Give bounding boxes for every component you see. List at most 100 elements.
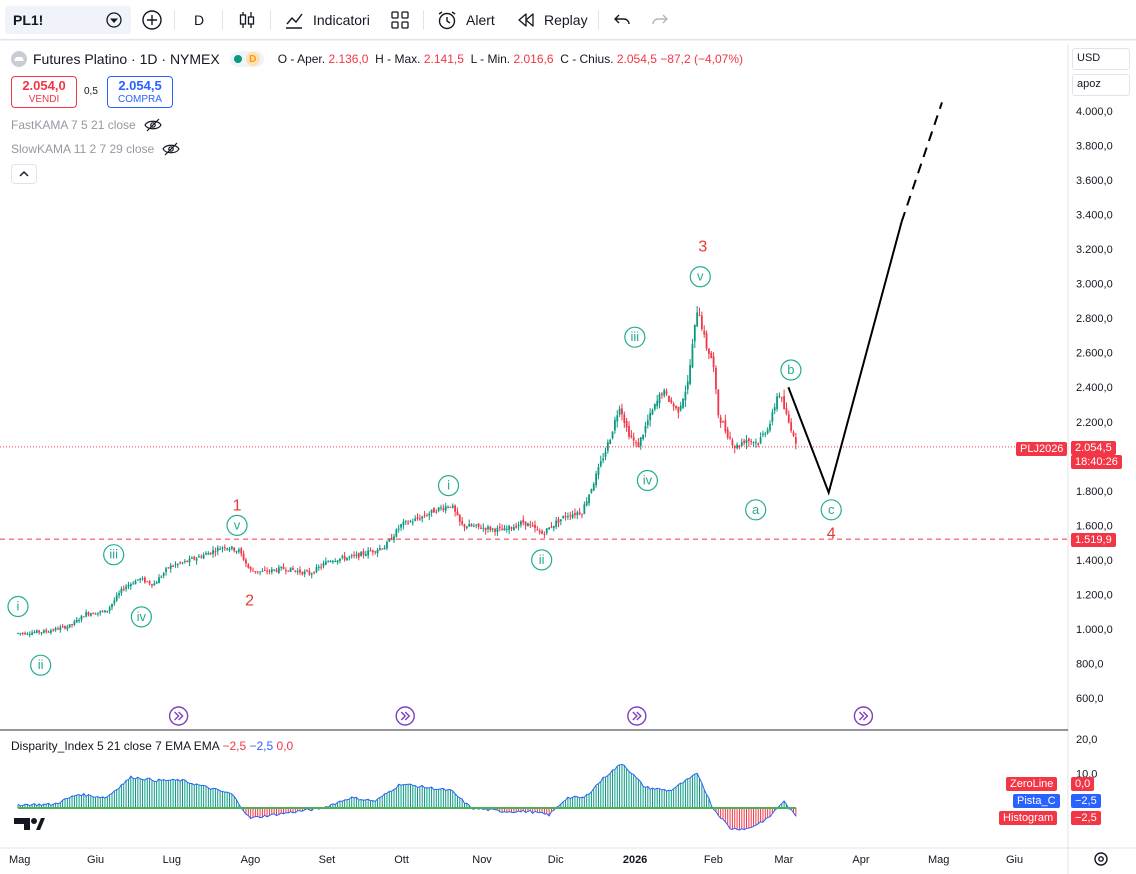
eye-crossed-icon[interactable] xyxy=(144,118,162,132)
replay-button[interactable]: Replay xyxy=(516,6,588,34)
buy-button[interactable]: 2.054,5 COMPRA xyxy=(107,76,173,108)
event-marker-icon[interactable] xyxy=(168,706,189,726)
candle-body xyxy=(595,473,597,486)
undo-button[interactable] xyxy=(612,6,632,34)
candle-body xyxy=(416,517,419,519)
candle-body xyxy=(235,551,238,553)
wave-label-3[interactable]: 3 xyxy=(698,239,707,256)
candle-body xyxy=(17,633,19,635)
indicator-slowkama[interactable]: SlowKAMA 11 2 7 29 close xyxy=(11,142,180,156)
compare-button[interactable] xyxy=(141,6,163,34)
x-tick-label: Ago xyxy=(241,854,261,866)
candle-body xyxy=(447,507,449,509)
y-tick-label: 600,0 xyxy=(1076,693,1104,705)
wave-label-iii[interactable]: iii xyxy=(624,326,646,348)
candle-body xyxy=(698,315,701,317)
wave-label-ii[interactable]: ii xyxy=(30,654,52,676)
currency-label: USD xyxy=(1077,52,1101,64)
redo-button[interactable] xyxy=(650,6,670,34)
wave-label-i[interactable]: i xyxy=(7,595,29,618)
candle-body xyxy=(726,429,729,438)
indicator-fastkama[interactable]: FastKAMA 7 5 21 close xyxy=(11,118,162,132)
indicators-button[interactable]: Indicatori xyxy=(283,6,370,34)
candle-body xyxy=(327,561,330,563)
candle-body xyxy=(221,547,224,549)
candle-body xyxy=(696,312,699,327)
wave-label-iii[interactable]: iii xyxy=(103,544,125,566)
symbol-search-button[interactable]: PL1! xyxy=(5,6,131,34)
oscillator-legend[interactable]: Disparity_Index 5 21 close 7 EMA EMA −2,… xyxy=(11,739,293,753)
candle-body xyxy=(715,367,717,390)
candle-body xyxy=(252,570,254,572)
currency-button[interactable]: USD xyxy=(1072,48,1130,70)
settings-gear-icon[interactable] xyxy=(1094,852,1108,866)
chart-type-button[interactable] xyxy=(236,6,258,34)
wave-label-c[interactable]: c xyxy=(820,499,842,521)
event-marker-icon[interactable] xyxy=(395,706,415,726)
candle-body xyxy=(357,552,360,558)
wave-label-2[interactable]: 2 xyxy=(245,593,254,610)
collapse-legend-button[interactable] xyxy=(11,164,37,184)
candle-body xyxy=(238,549,240,552)
alert-button[interactable]: Alert xyxy=(436,6,495,34)
wave-label-iv[interactable]: iv xyxy=(130,606,152,628)
candle-body xyxy=(97,612,99,615)
projection-line[interactable] xyxy=(787,221,903,496)
candle-body xyxy=(635,442,637,444)
candle-body xyxy=(520,521,522,525)
candle-body xyxy=(115,595,118,601)
candle-body xyxy=(505,528,508,530)
wave-label-iv[interactable]: iv xyxy=(636,469,659,492)
candle-body xyxy=(491,528,494,530)
open-label: O - Aper. xyxy=(277,52,326,66)
y-tick-label: 3.400,0 xyxy=(1076,210,1113,222)
current-symbol-tag: PLJ2026 xyxy=(1016,442,1068,456)
sell-button[interactable]: 2.054,0 VENDI xyxy=(11,76,77,108)
y-tick-label: 2.800,0 xyxy=(1076,313,1113,325)
wave-label-i[interactable]: i xyxy=(437,475,460,497)
candle-body xyxy=(285,570,287,572)
osc-tag-name: Histogram xyxy=(999,811,1058,825)
candle-body xyxy=(94,613,97,615)
x-tick-label: Nov xyxy=(472,854,492,866)
status-badges[interactable]: D xyxy=(229,51,264,67)
event-marker-icon[interactable] xyxy=(853,706,874,726)
candle-body xyxy=(71,624,73,626)
eye-crossed-icon[interactable] xyxy=(162,142,180,156)
price-chart[interactable]: 600,0800,01.000,01.200,01.400,01.600,01.… xyxy=(0,40,1136,874)
symbol-options-icon[interactable] xyxy=(105,11,123,29)
candle-body xyxy=(339,558,341,561)
candle-body xyxy=(475,524,478,526)
candle-body xyxy=(324,561,327,565)
templates-button[interactable] xyxy=(390,6,410,34)
wave-label-4[interactable]: 4 xyxy=(827,525,836,542)
tradingview-logo[interactable] xyxy=(14,818,45,830)
candle-body xyxy=(675,406,677,408)
candle-body xyxy=(414,518,417,521)
candle-body xyxy=(602,458,605,461)
candle-body xyxy=(80,615,83,620)
candle-body xyxy=(444,506,447,511)
x-tick-label: Mag xyxy=(9,854,30,866)
wave-label-b[interactable]: b xyxy=(780,359,802,381)
candle-body xyxy=(783,396,785,409)
wave-label-ii[interactable]: ii xyxy=(531,549,553,571)
interval-button[interactable]: D xyxy=(194,6,204,34)
candle-body xyxy=(134,580,137,585)
svg-text:iv: iv xyxy=(137,609,147,624)
scale-mode-button[interactable]: apoz xyxy=(1072,74,1130,96)
x-tick-label: Mar xyxy=(774,854,793,866)
candle-body xyxy=(769,423,771,431)
candle-body xyxy=(78,620,80,622)
y-tick-label: 2.400,0 xyxy=(1076,382,1113,394)
wave-label-1[interactable]: 1 xyxy=(233,498,242,515)
candle-body xyxy=(223,547,226,549)
candle-body xyxy=(33,632,36,634)
wave-label-v[interactable]: v xyxy=(226,514,248,536)
candle-body xyxy=(604,451,607,457)
event-marker-icon[interactable] xyxy=(627,706,647,726)
wave-label-v[interactable]: v xyxy=(689,266,711,288)
series-title[interactable]: Futures Platino · 1D · NYMEX xyxy=(33,51,220,67)
projection-dashed-line[interactable] xyxy=(900,102,943,222)
wave-label-a[interactable]: a xyxy=(745,499,767,521)
